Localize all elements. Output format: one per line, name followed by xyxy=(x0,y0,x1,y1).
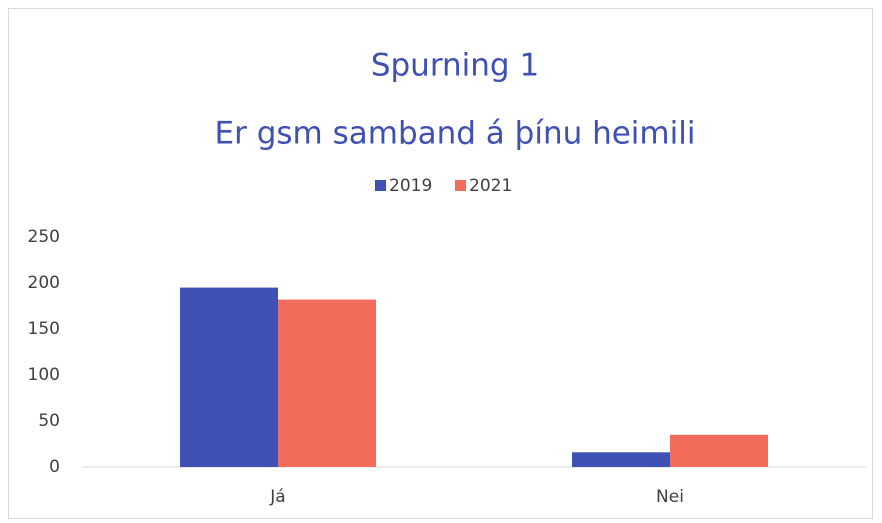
y-tick-label: 150 xyxy=(28,319,60,339)
bar xyxy=(278,299,376,467)
chart-subtitle: Er gsm samband á þínu heimili xyxy=(215,116,696,152)
legend-label: 2021 xyxy=(469,176,512,196)
legend-swatch xyxy=(455,180,466,191)
chart-border xyxy=(8,8,873,519)
y-tick-label: 100 xyxy=(28,365,60,385)
y-tick-label: 250 xyxy=(28,227,60,247)
legend-label: 2019 xyxy=(389,176,432,196)
legend-swatch xyxy=(375,180,386,191)
bar xyxy=(670,434,768,467)
y-tick-label: 200 xyxy=(28,273,60,293)
x-tick-label: Já xyxy=(269,487,285,507)
x-tick-label: Nei xyxy=(656,487,684,507)
chart-title: Spurning 1 xyxy=(371,48,539,84)
y-tick-label: 50 xyxy=(38,411,60,431)
bar xyxy=(180,287,278,467)
y-tick-label: 0 xyxy=(49,457,60,477)
bar xyxy=(572,452,670,467)
